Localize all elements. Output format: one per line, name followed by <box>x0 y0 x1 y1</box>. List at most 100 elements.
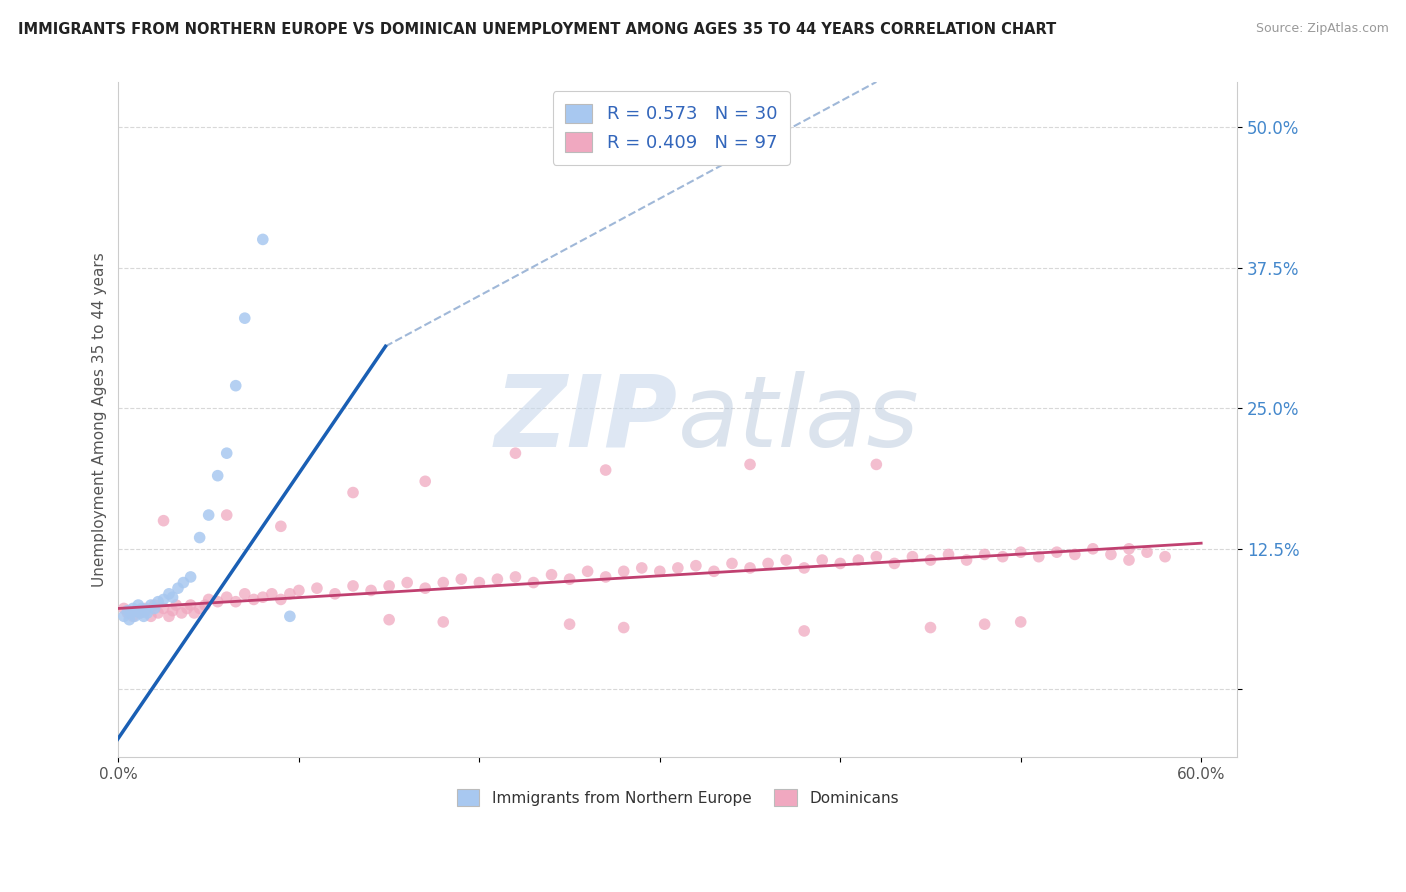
Point <box>721 557 744 571</box>
Point <box>576 564 599 578</box>
Point <box>233 311 256 326</box>
Point <box>1046 545 1069 559</box>
Point <box>558 572 581 586</box>
Point <box>215 590 238 604</box>
Point <box>132 609 155 624</box>
Point <box>505 446 527 460</box>
Point <box>146 606 169 620</box>
Point <box>194 598 217 612</box>
Point <box>270 519 292 533</box>
Point <box>215 508 238 522</box>
Point <box>112 601 135 615</box>
Point <box>183 606 205 620</box>
Point <box>413 475 436 489</box>
Point <box>122 609 145 624</box>
Text: atlas: atlas <box>678 371 920 468</box>
Point <box>125 604 148 618</box>
Point <box>1154 549 1177 564</box>
Point <box>207 595 229 609</box>
Point <box>1099 548 1122 562</box>
Point <box>413 581 436 595</box>
Point <box>973 548 995 562</box>
Point <box>991 549 1014 564</box>
Point <box>703 564 725 578</box>
Point <box>152 592 174 607</box>
Point <box>131 601 153 615</box>
Point <box>143 601 166 615</box>
Point <box>305 581 328 595</box>
Point <box>136 606 159 620</box>
Point <box>157 587 180 601</box>
Point <box>505 570 527 584</box>
Point <box>342 579 364 593</box>
Point <box>139 598 162 612</box>
Point <box>117 604 139 618</box>
Point <box>486 572 509 586</box>
Point <box>146 595 169 609</box>
Point <box>288 583 311 598</box>
Point <box>225 378 247 392</box>
Point <box>125 604 148 618</box>
Point <box>188 601 211 615</box>
Point <box>540 567 562 582</box>
Point <box>252 590 274 604</box>
Point <box>129 606 152 620</box>
Point <box>378 613 401 627</box>
Point <box>846 553 869 567</box>
Point <box>176 601 198 615</box>
Point <box>323 587 346 601</box>
Point <box>197 508 219 522</box>
Point <box>396 575 419 590</box>
Point <box>122 601 145 615</box>
Legend: Immigrants from Northern Europe, Dominicans: Immigrants from Northern Europe, Dominic… <box>449 781 907 814</box>
Point <box>883 557 905 571</box>
Point <box>1063 548 1085 562</box>
Point <box>1010 545 1032 559</box>
Point <box>167 581 190 595</box>
Point <box>738 458 761 472</box>
Point <box>630 561 652 575</box>
Point <box>252 232 274 246</box>
Point <box>450 572 472 586</box>
Point <box>1081 541 1104 556</box>
Point <box>157 609 180 624</box>
Point <box>134 604 156 618</box>
Point <box>865 549 887 564</box>
Point <box>648 564 671 578</box>
Point <box>134 601 156 615</box>
Point <box>233 587 256 601</box>
Point <box>112 609 135 624</box>
Text: Source: ZipAtlas.com: Source: ZipAtlas.com <box>1256 22 1389 36</box>
Point <box>129 606 152 620</box>
Point <box>152 601 174 615</box>
Point <box>225 595 247 609</box>
Point <box>242 592 264 607</box>
Point <box>1118 541 1140 556</box>
Point <box>920 621 942 635</box>
Point <box>1010 615 1032 629</box>
Point <box>260 587 283 601</box>
Point <box>613 621 636 635</box>
Point <box>215 446 238 460</box>
Point <box>120 606 142 620</box>
Point <box>152 514 174 528</box>
Point <box>180 570 202 584</box>
Point <box>143 598 166 612</box>
Point <box>865 458 887 472</box>
Point <box>811 553 834 567</box>
Point <box>938 548 960 562</box>
Point <box>432 575 454 590</box>
Point <box>973 617 995 632</box>
Point <box>793 561 815 575</box>
Point <box>558 617 581 632</box>
Point <box>432 615 454 629</box>
Point <box>468 575 491 590</box>
Point <box>278 587 301 601</box>
Point <box>775 553 797 567</box>
Text: ZIP: ZIP <box>495 371 678 468</box>
Point <box>197 592 219 607</box>
Point <box>955 553 977 567</box>
Point <box>360 583 382 598</box>
Point <box>118 613 141 627</box>
Point <box>666 561 689 575</box>
